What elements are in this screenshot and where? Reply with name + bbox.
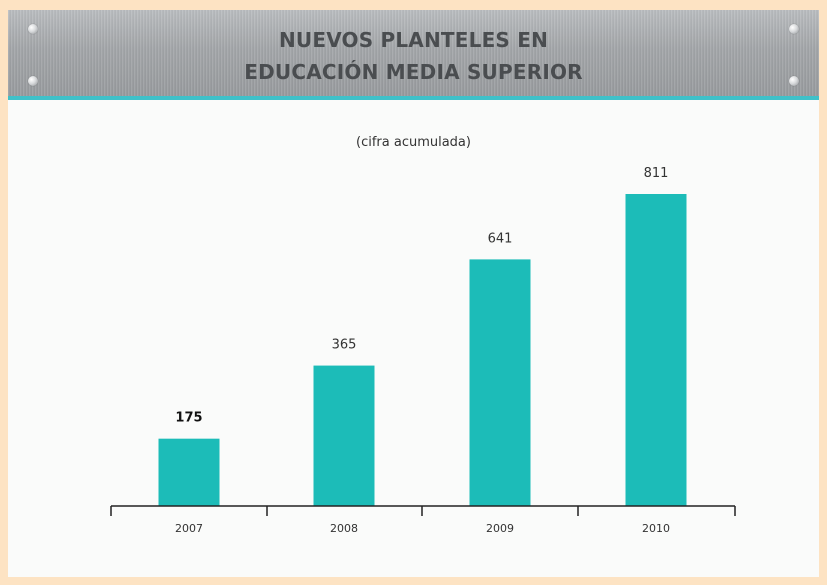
data-label-2007: 175 <box>175 411 202 426</box>
title-banner: NUEVOS PLANTELES EN EDUCACIÓN MEDIA SUPE… <box>8 10 819 100</box>
bar-2009 <box>469 259 531 506</box>
screw-icon <box>789 24 799 34</box>
bar-chart: 175 2007 365 2008 641 2009 811 2010 <box>110 166 736 535</box>
bar-2007 <box>158 438 220 506</box>
bar-2008 <box>313 365 375 506</box>
chart-subtitle: (cifra acumulada) <box>356 135 471 150</box>
data-label-2010: 811 <box>644 166 669 181</box>
bar-2010 <box>625 194 687 506</box>
x-tick-label-2007: 2007 <box>175 522 203 535</box>
infographic-panel: NUEVOS PLANTELES EN EDUCACIÓN MEDIA SUPE… <box>8 10 819 577</box>
x-tick-label-2009: 2009 <box>486 522 514 535</box>
x-tick-label-2010: 2010 <box>642 522 670 535</box>
data-label-2008: 365 <box>332 338 357 353</box>
x-tick-label-2008: 2008 <box>330 522 358 535</box>
screw-icon <box>789 76 799 86</box>
screw-icon <box>28 76 38 86</box>
screw-icon <box>28 24 38 34</box>
data-label-2009: 641 <box>488 231 513 246</box>
chart-title-line-1: NUEVOS PLANTELES EN <box>278 28 549 52</box>
chart-title-line-2: EDUCACIÓN MEDIA SUPERIOR <box>244 60 583 84</box>
